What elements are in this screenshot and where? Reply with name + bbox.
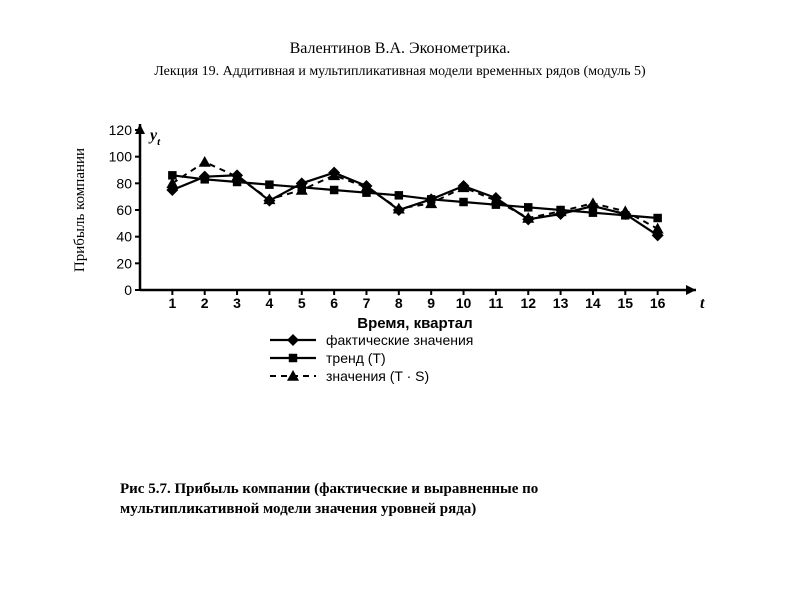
page: Валентинов В.А. Эконометрика. Лекция 19.… — [0, 0, 800, 600]
svg-text:11: 11 — [488, 295, 503, 311]
svg-text:100: 100 — [109, 149, 133, 165]
svg-text:15: 15 — [618, 295, 634, 311]
svg-text:12: 12 — [520, 295, 536, 311]
svg-text:9: 9 — [427, 295, 435, 311]
figure-caption: Рис 5.7. Прибыль компании (фактические и… — [120, 480, 680, 519]
svg-text:4: 4 — [266, 295, 274, 311]
svg-text:Прибыль компании: Прибыль компании — [72, 148, 88, 272]
svg-text:20: 20 — [116, 255, 132, 271]
caption-text: Прибыль компании (фактические и выравнен… — [120, 481, 538, 517]
header-line-1: Валентинов В.А. Эконометрика. — [0, 40, 800, 58]
svg-text:10: 10 — [456, 295, 472, 311]
svg-text:80: 80 — [116, 175, 132, 191]
svg-text:14: 14 — [585, 295, 601, 311]
svg-text:60: 60 — [116, 202, 132, 218]
svg-text:t: t — [700, 295, 705, 312]
svg-text:8: 8 — [395, 295, 403, 311]
svg-text:3: 3 — [233, 295, 241, 311]
svg-text:120: 120 — [109, 122, 133, 138]
svg-text:5: 5 — [298, 295, 306, 311]
svg-text:7: 7 — [363, 295, 371, 311]
chart-svg: 02040608010012012345678910111213141516yt… — [70, 120, 710, 440]
svg-text:Время, квартал: Время, квартал — [357, 315, 472, 332]
svg-text:6: 6 — [330, 295, 338, 311]
svg-text:40: 40 — [116, 229, 132, 245]
profit-chart: 02040608010012012345678910111213141516yt… — [70, 120, 710, 440]
caption-prefix: Рис 5.7. — [120, 481, 174, 497]
svg-text:тренд (T): тренд (T) — [326, 350, 386, 366]
svg-text:0: 0 — [124, 282, 132, 298]
svg-text:значения (T · S): значения (T · S) — [326, 368, 429, 384]
svg-text:yt: yt — [148, 127, 161, 148]
svg-text:16: 16 — [650, 295, 666, 311]
svg-text:1: 1 — [168, 295, 176, 311]
svg-text:фактические значения: фактические значения — [326, 332, 473, 348]
svg-text:13: 13 — [553, 295, 569, 311]
header: Валентинов В.А. Эконометрика. Лекция 19.… — [0, 0, 800, 80]
header-line-2: Лекция 19. Аддитивная и мультипликативна… — [0, 64, 800, 80]
svg-text:2: 2 — [201, 295, 209, 311]
